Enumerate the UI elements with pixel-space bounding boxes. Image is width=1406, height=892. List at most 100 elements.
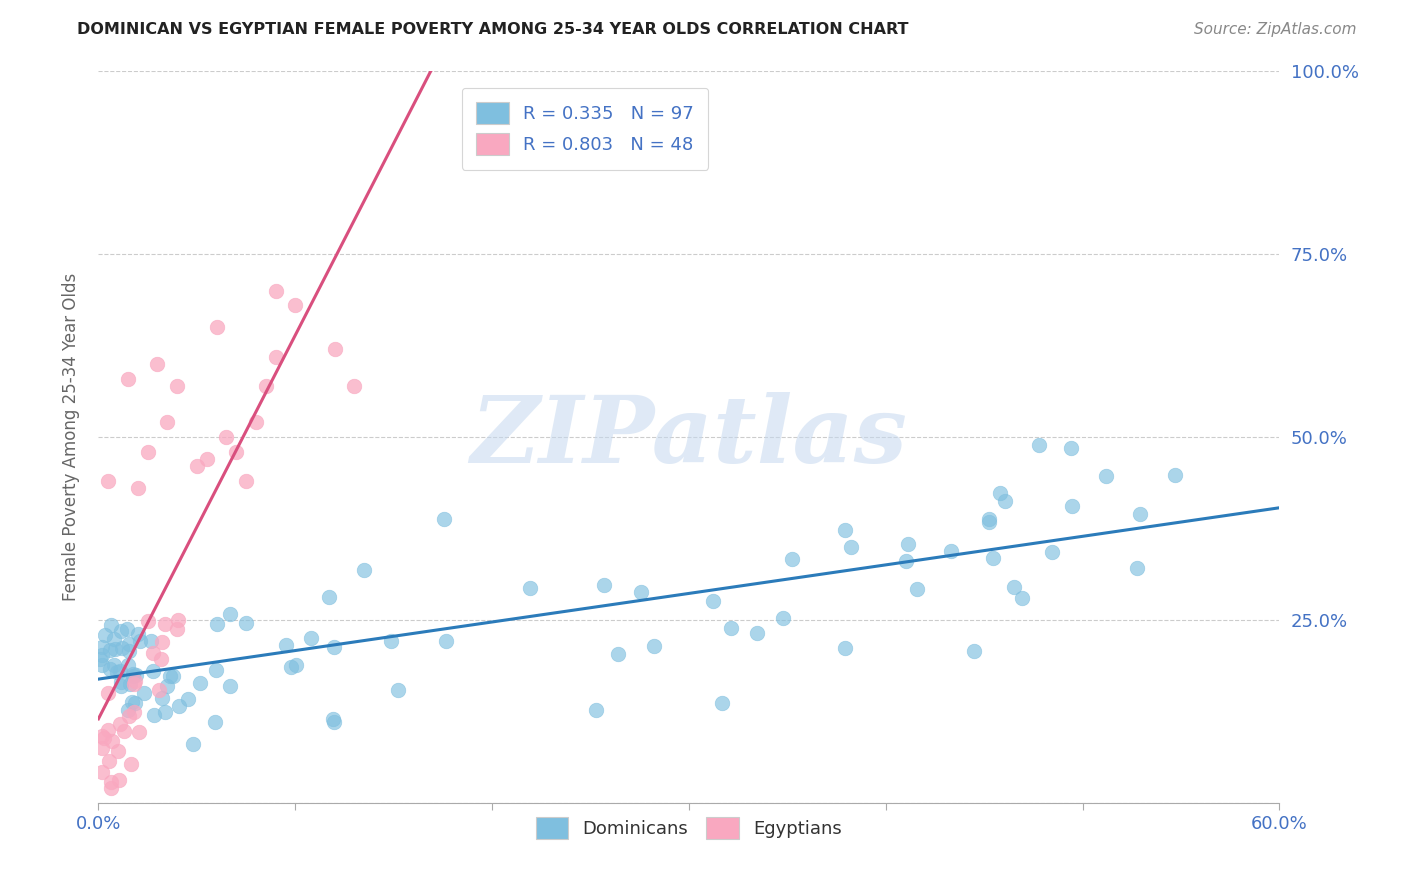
Point: [127, 481, 149, 495]
Point: [643, 639, 665, 653]
Point: [117, 658, 139, 673]
Point: [1011, 591, 1033, 605]
Point: [91, 640, 114, 654]
Point: [117, 703, 139, 717]
Point: [353, 563, 375, 577]
Y-axis label: Female Poverty Among 25-34 Year Olds: Female Poverty Among 25-34 Year Olds: [62, 273, 80, 601]
Point: [159, 668, 181, 682]
Point: [994, 494, 1017, 508]
Point: [299, 631, 322, 645]
Point: [111, 640, 134, 655]
Point: [432, 511, 454, 525]
Point: [1040, 545, 1063, 559]
Point: [118, 638, 141, 652]
Point: [897, 537, 920, 551]
Point: [153, 616, 176, 631]
Point: [104, 641, 127, 656]
Point: [235, 474, 257, 488]
Point: [118, 708, 141, 723]
Point: [434, 634, 457, 648]
Point: [124, 673, 146, 688]
Point: [91, 729, 114, 743]
Point: [110, 680, 132, 694]
Point: [94, 628, 117, 642]
Point: [1095, 469, 1118, 483]
Point: [148, 682, 170, 697]
Point: [128, 725, 150, 739]
Point: [276, 638, 298, 652]
Point: [1126, 561, 1149, 575]
Point: [318, 591, 340, 605]
Point: [1062, 499, 1084, 513]
Point: [1002, 580, 1025, 594]
Point: [100, 781, 122, 796]
Point: [150, 634, 173, 648]
Point: [264, 284, 287, 298]
Point: [100, 734, 122, 748]
Point: [91, 648, 114, 662]
Point: [894, 554, 917, 568]
Point: [962, 644, 984, 658]
Point: [118, 644, 141, 658]
Point: [218, 607, 240, 621]
Point: [284, 298, 307, 312]
Point: [98, 662, 121, 676]
Point: [519, 582, 541, 596]
Point: [284, 658, 307, 673]
Point: [702, 594, 724, 608]
Point: [225, 444, 247, 458]
Point: [146, 357, 169, 371]
Point: [939, 544, 962, 558]
Point: [108, 773, 131, 788]
Point: [585, 702, 607, 716]
Point: [149, 652, 172, 666]
Point: [235, 616, 257, 631]
Point: [112, 723, 135, 738]
Point: [834, 523, 856, 537]
Text: ZIPatlas: ZIPatlas: [471, 392, 907, 482]
Point: [1028, 438, 1050, 452]
Point: [215, 430, 238, 444]
Point: [103, 632, 125, 647]
Point: [107, 744, 129, 758]
Legend: Dominicans, Egyptians: Dominicans, Egyptians: [529, 810, 849, 847]
Point: [343, 379, 366, 393]
Point: [204, 714, 226, 729]
Point: [98, 643, 121, 657]
Point: [150, 690, 173, 705]
Point: [110, 624, 132, 638]
Point: [100, 775, 122, 789]
Point: [630, 585, 652, 599]
Point: [117, 371, 139, 385]
Point: [264, 350, 287, 364]
Point: [98, 754, 121, 768]
Point: [124, 696, 146, 710]
Text: DOMINICAN VS EGYPTIAN FEMALE POVERTY AMONG 25-34 YEAR OLDS CORRELATION CHART: DOMINICAN VS EGYPTIAN FEMALE POVERTY AMO…: [77, 22, 908, 37]
Point: [110, 675, 132, 690]
Point: [100, 618, 122, 632]
Point: [167, 613, 190, 627]
Point: [323, 640, 346, 655]
Point: [90, 740, 112, 755]
Point: [195, 452, 218, 467]
Point: [322, 714, 344, 729]
Point: [981, 550, 1004, 565]
Point: [834, 640, 856, 655]
Point: [181, 737, 204, 751]
Point: [156, 416, 179, 430]
Point: [166, 379, 188, 393]
Point: [387, 682, 409, 697]
Point: [977, 516, 1000, 530]
Point: [188, 676, 211, 690]
Point: [127, 627, 149, 641]
Point: [205, 617, 228, 632]
Point: [136, 444, 159, 458]
Point: [280, 659, 302, 673]
Point: [1060, 442, 1083, 456]
Point: [839, 540, 862, 554]
Point: [139, 634, 162, 648]
Point: [166, 623, 188, 637]
Point: [162, 669, 184, 683]
Point: [772, 611, 794, 625]
Point: [177, 692, 200, 706]
